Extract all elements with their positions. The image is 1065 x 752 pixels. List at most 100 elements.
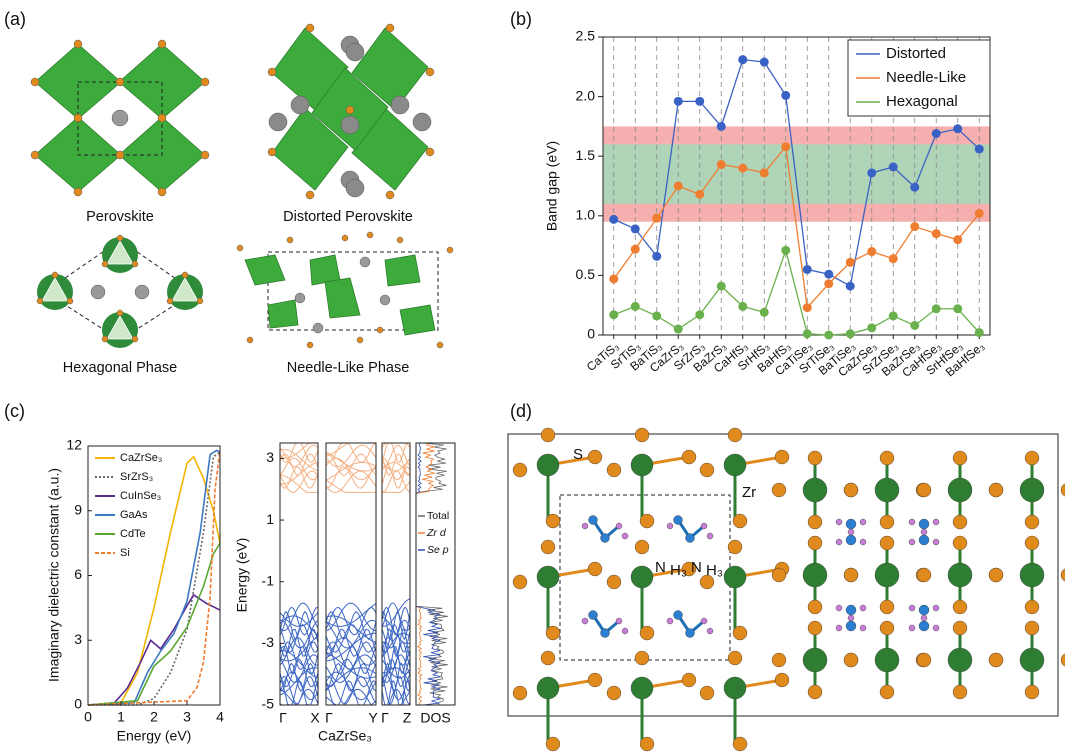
data-point [652, 213, 662, 223]
data-point [845, 257, 855, 267]
k-point-label: Γ [279, 710, 287, 726]
data-point [759, 168, 769, 178]
atom [634, 427, 650, 443]
atom [859, 604, 867, 612]
polyhedron [384, 254, 421, 287]
atom [673, 610, 683, 620]
atom [51, 271, 59, 279]
atom [918, 620, 930, 632]
atom [845, 620, 857, 632]
legend-label: Si [120, 547, 130, 559]
atom [436, 341, 444, 349]
y-tick-label: 3 [266, 449, 274, 465]
data-point [609, 214, 619, 224]
atom [727, 427, 743, 443]
atom [918, 604, 930, 616]
y-tick-label: 3 [74, 631, 82, 647]
y-tick-label: 1.5 [576, 147, 596, 163]
series-line [613, 248, 980, 336]
atom-label: S [573, 446, 583, 463]
atom [908, 518, 916, 526]
atom [845, 518, 857, 530]
atom [774, 449, 790, 465]
atom [706, 532, 714, 540]
atom-label: H₃ [706, 562, 723, 579]
data-point [652, 251, 662, 261]
atom [379, 294, 391, 306]
atom [66, 297, 74, 305]
panel-labels: (a) (b) (c) (d) [4, 9, 532, 421]
atom [843, 652, 859, 668]
atom [952, 450, 968, 466]
polyhedron [171, 277, 199, 302]
atom [630, 565, 654, 589]
band-line [381, 602, 411, 632]
band-line [382, 470, 411, 493]
atom [111, 109, 129, 127]
atom [918, 518, 930, 530]
panel-frame [507, 433, 1059, 717]
y-tick-label: 0 [587, 326, 595, 342]
atom [115, 150, 125, 160]
atom [1019, 647, 1045, 673]
atom [952, 620, 968, 636]
band-line [381, 481, 411, 493]
atom [634, 539, 650, 555]
data-point [824, 279, 834, 289]
atom [835, 604, 843, 612]
atom [157, 39, 167, 49]
atom [947, 562, 973, 588]
atom [73, 39, 83, 49]
band-line [325, 662, 377, 692]
atom [727, 650, 743, 666]
polyhedron [244, 254, 286, 286]
band-frame [279, 442, 319, 706]
atom [807, 620, 823, 636]
atom [732, 736, 748, 752]
band-line [279, 453, 319, 476]
atom [536, 453, 560, 477]
x-tick-label: 3 [183, 709, 191, 725]
data-point [931, 304, 941, 314]
atom [512, 685, 528, 701]
atom [390, 95, 410, 115]
atom [723, 453, 747, 477]
caption: Perovskite [86, 209, 154, 225]
atom [879, 514, 895, 530]
atom [947, 647, 973, 673]
atom [101, 260, 109, 268]
atom [874, 477, 900, 503]
atom [606, 685, 622, 701]
band-line [279, 637, 319, 666]
atom-label: H₃ [670, 562, 687, 579]
data-point [974, 328, 984, 338]
band-line [381, 458, 411, 472]
atom [908, 604, 916, 612]
legend-label: SrZrS₃ [120, 471, 153, 483]
atom [1024, 514, 1040, 530]
atom [587, 449, 603, 465]
series-line [87, 593, 221, 706]
atom [536, 565, 560, 589]
atom [771, 567, 787, 583]
atom [196, 297, 204, 305]
atom [932, 538, 940, 546]
atom [732, 625, 748, 641]
series-line [87, 542, 221, 706]
atom [699, 685, 715, 701]
y-tick-label: 1.0 [576, 207, 596, 223]
atom [305, 190, 315, 200]
data-point [738, 301, 748, 311]
band-line [325, 444, 377, 468]
y-axis-label: Imaginary dielectric constant (a.u.) [46, 468, 62, 682]
y-tick-label: 2.0 [576, 87, 596, 103]
y-tick-label: 0.5 [576, 266, 596, 282]
band-line [381, 654, 411, 683]
data-point [609, 274, 619, 284]
atom [116, 234, 124, 242]
y-axis-label: Band gap (eV) [544, 141, 560, 231]
band-line [325, 470, 377, 493]
atom [666, 617, 674, 625]
legend-label: GaAs [120, 509, 148, 521]
x-tick-label: 2 [150, 709, 158, 725]
